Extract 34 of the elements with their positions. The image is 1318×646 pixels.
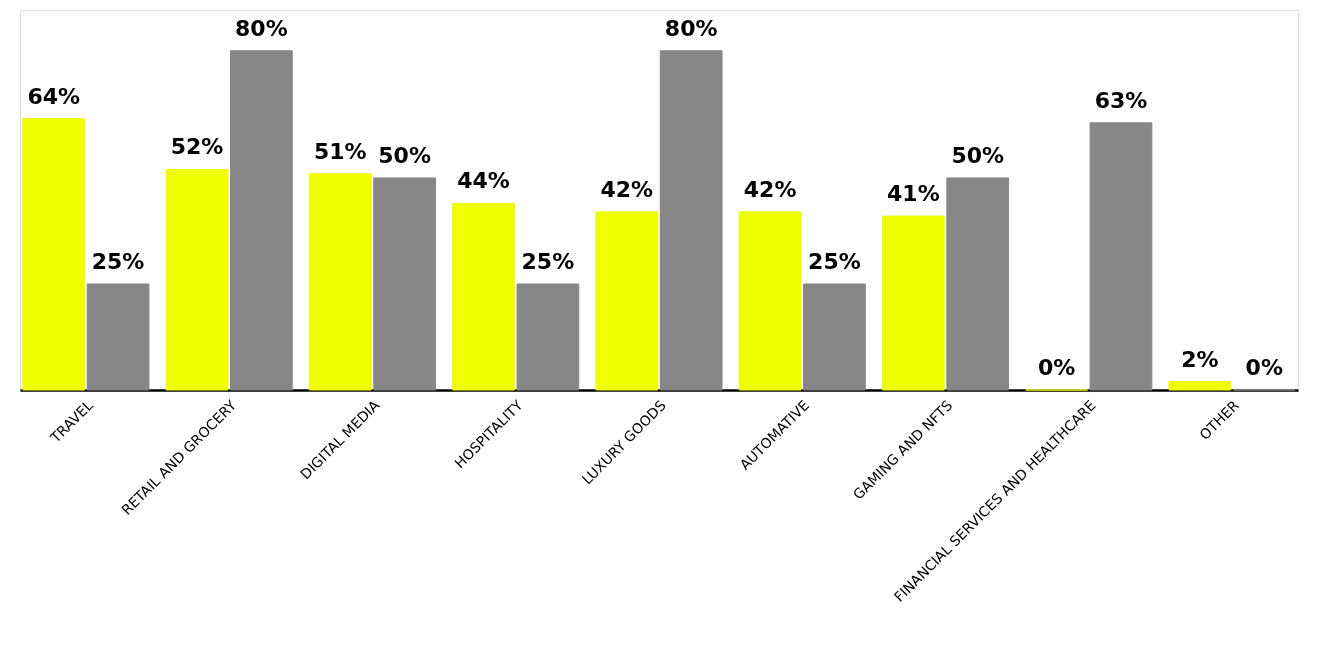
bar [738,211,802,391]
bar [1089,122,1153,391]
data-label: 50% [378,142,431,168]
bar [452,202,515,391]
bar [86,283,150,391]
data-label: 41% [887,181,940,207]
bar [373,177,436,391]
bar [516,283,580,391]
data-label: 80% [235,15,288,41]
data-label: 25% [808,248,861,274]
data-label: 51% [313,138,367,164]
bar [1168,381,1232,391]
data-label: 0% [1037,355,1076,380]
data-label: 2% [1181,346,1219,372]
bar [22,118,86,391]
bar [165,168,229,391]
bar [659,50,723,391]
bar [308,173,372,391]
bar [946,177,1010,391]
data-label: 80% [664,15,718,41]
data-label: 64% [27,83,81,109]
bar [595,211,659,391]
data-label: 50% [951,142,1005,168]
data-label: 25% [91,248,145,274]
data-label: 52% [170,134,224,160]
data-label: 0% [1245,355,1283,380]
data-label: 42% [600,176,654,202]
data-label: 25% [521,248,575,274]
data-label: 63% [1094,87,1148,113]
bar [229,50,293,391]
data-label: 42% [743,176,797,202]
data-label: 44% [457,168,510,194]
bar [882,215,945,391]
bar [803,283,866,391]
